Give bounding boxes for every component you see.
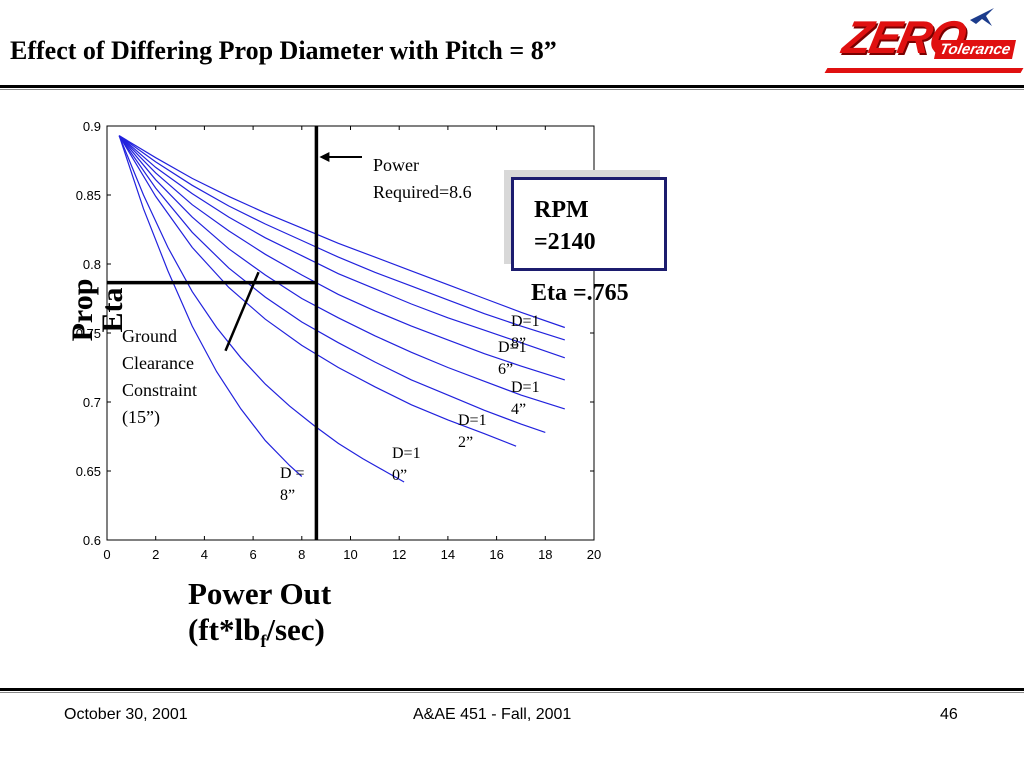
x-axis-title-units: (ft*lb (188, 612, 261, 647)
footer-rule-shadow (0, 692, 1024, 693)
x-tick-label: 14 (441, 547, 455, 562)
jet-icon (970, 8, 994, 26)
footer-date: October 30, 2001 (64, 706, 188, 723)
curve-label-d16-line-1: D=1 (498, 339, 527, 356)
y-tick-label: 0.7 (83, 395, 101, 410)
footer-course: A&AE 451 - Fall, 2001 (413, 706, 572, 723)
curve-label-d10-line-1: D=1 (392, 445, 421, 462)
ground-clearance-line-2: Clearance (122, 353, 194, 373)
y-tick-label: 0.85 (76, 188, 101, 203)
rpm-line-1: RPM (534, 197, 589, 223)
x-tick-label: 8 (298, 547, 305, 562)
title-rule (0, 85, 1024, 88)
slide-title: Effect of Differing Prop Diameter with P… (10, 36, 557, 65)
power-required-line-1: Power (373, 155, 419, 175)
rpm-box: RPM =2140 (511, 177, 667, 271)
curve-label-d12: D=1 2” (458, 410, 487, 454)
x-tick-label: 10 (343, 547, 357, 562)
axis-ticks (106, 125, 595, 541)
y-axis-title: Prop Eta (66, 250, 129, 370)
power-required-line-2: Required=8.6 (373, 182, 472, 202)
curve-label-d18-line-1: D=1 (511, 313, 540, 330)
ground-clearance-line-3: Constraint (122, 380, 197, 400)
reference-lines (107, 126, 362, 540)
curve-label-d8-line-1: D = (280, 465, 305, 482)
x-tick-label: 18 (538, 547, 552, 562)
curve-label-d8: D = 8” (280, 463, 305, 507)
curve-label-d16-line-2: 6” (498, 361, 514, 378)
curve-label-d12-line-1: D=1 (458, 412, 487, 429)
series-line-6 (118, 135, 565, 359)
y-tick-label: 0.8 (83, 257, 101, 272)
curve-label-d16: D=1 6” (498, 337, 527, 381)
y-tick-label: 0.75 (76, 326, 101, 341)
curve-label-d14-line-1: D=1 (511, 379, 540, 396)
x-tick-label: 4 (201, 547, 208, 562)
x-tick-label: 2 (152, 547, 159, 562)
series-line-3 (118, 135, 546, 433)
curve-label-d12-line-2: 2” (458, 434, 474, 451)
series-line-4 (118, 135, 565, 410)
rpm-text: RPM =2140 (534, 194, 596, 258)
title-rule-shadow (0, 89, 1024, 90)
axis-tick-labels: 0 2 4 6 8 10 12 14 16 18 20 0.6 0.65 0.7 0.75 0.8 0.85 0.… (76, 119, 602, 562)
power-required-arrowhead (319, 152, 330, 162)
series-line-5 (118, 135, 565, 381)
x-tick-label: 12 (392, 547, 406, 562)
footer-page-number: 46 (940, 706, 958, 723)
x-tick-label: 16 (489, 547, 503, 562)
y-axis-title-line-1: Prop (66, 278, 99, 342)
series-lines (118, 135, 565, 483)
series-line-0 (118, 135, 303, 477)
series-line-2 (118, 135, 517, 447)
ground-clearance-line-4: (15”) (122, 407, 160, 427)
x-tick-label: 6 (249, 547, 256, 562)
y-tick-label: 0.65 (76, 464, 101, 479)
x-axis-title-subscript: f (260, 631, 267, 652)
rpm-line-2: =2140 (534, 229, 596, 255)
curve-label-d18: D=1 8” (511, 311, 540, 355)
eta-annotation: Eta =.765 (531, 280, 629, 306)
ground-clearance-line-1: Ground (122, 326, 177, 346)
y-tick-label: 0.6 (83, 533, 101, 548)
curve-label-d8-line-2: 8” (280, 487, 296, 504)
ground-clearance-marker (224, 271, 260, 352)
series-line-8 (118, 135, 565, 329)
zero-tolerance-logo: ZERO Tolerance (818, 0, 1024, 80)
y-tick-label: 0.9 (83, 119, 101, 134)
series-line-7 (118, 135, 565, 341)
ground-clearance-annotation: Ground Clearance Constraint (15”) (122, 323, 197, 431)
curve-label-d10-line-2: 0” (392, 467, 408, 484)
x-axis-title-line-1: Power Out (188, 576, 332, 611)
curve-label-d14: D=1 4” (511, 377, 540, 421)
curve-label-d14-line-2: 4” (511, 401, 527, 418)
curve-label-d10: D=1 0” (392, 443, 421, 487)
curve-label-d18-line-2: 8” (511, 335, 527, 352)
x-axis-title: Power Out (ft*lbf/sec) (188, 576, 331, 659)
x-tick-label: 20 (587, 547, 601, 562)
x-tick-label: 0 (103, 547, 110, 562)
footer-rule (0, 688, 1024, 691)
series-line-1 (118, 135, 405, 483)
power-required-annotation: Power Required=8.6 (373, 152, 472, 206)
x-axis-title-units-end: /sec) (266, 612, 325, 647)
